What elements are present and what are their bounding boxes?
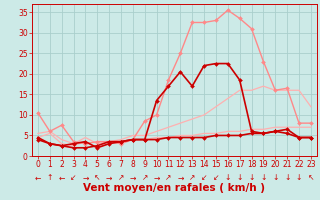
Text: ↓: ↓ xyxy=(260,173,267,182)
Text: →: → xyxy=(130,173,136,182)
Text: ↙: ↙ xyxy=(201,173,207,182)
Text: →: → xyxy=(177,173,184,182)
Text: ↖: ↖ xyxy=(94,173,100,182)
Text: →: → xyxy=(82,173,89,182)
X-axis label: Vent moyen/en rafales ( km/h ): Vent moyen/en rafales ( km/h ) xyxy=(84,183,265,193)
Text: ↖: ↖ xyxy=(308,173,314,182)
Text: ↓: ↓ xyxy=(296,173,302,182)
Text: ↓: ↓ xyxy=(225,173,231,182)
Text: →: → xyxy=(106,173,112,182)
Text: ↗: ↗ xyxy=(141,173,148,182)
Text: ↙: ↙ xyxy=(213,173,219,182)
Text: →: → xyxy=(153,173,160,182)
Text: ↓: ↓ xyxy=(284,173,290,182)
Text: ↓: ↓ xyxy=(272,173,278,182)
Text: ↑: ↑ xyxy=(47,173,53,182)
Text: ↙: ↙ xyxy=(70,173,77,182)
Text: ↗: ↗ xyxy=(165,173,172,182)
Text: ↓: ↓ xyxy=(236,173,243,182)
Text: ↗: ↗ xyxy=(118,173,124,182)
Text: ←: ← xyxy=(35,173,41,182)
Text: ↓: ↓ xyxy=(248,173,255,182)
Text: ↗: ↗ xyxy=(189,173,196,182)
Text: ←: ← xyxy=(59,173,65,182)
